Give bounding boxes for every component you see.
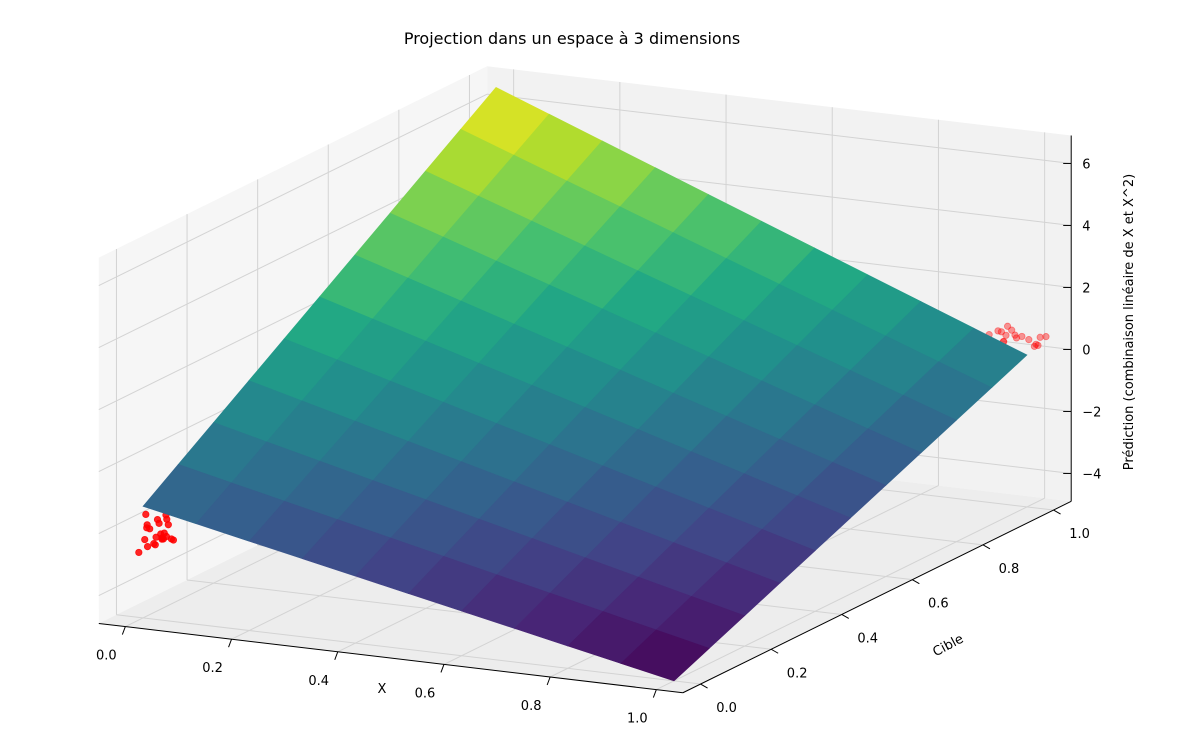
back-gridline-z xyxy=(487,93,1072,164)
floor-gridline-y xyxy=(116,614,701,685)
surface-cell xyxy=(620,629,710,682)
scatter-point xyxy=(1002,331,1010,339)
scatter-point xyxy=(1034,341,1042,350)
scatter-point xyxy=(1018,332,1026,341)
scatter-point xyxy=(141,535,149,544)
scatter-point xyxy=(150,540,158,548)
scatter-point xyxy=(1042,333,1050,341)
x-tick-mark xyxy=(121,626,126,635)
scatter-point xyxy=(153,515,162,524)
scatter-point xyxy=(994,327,1002,335)
z-tick-label: 2 xyxy=(1082,281,1090,296)
z-tick-label: 4 xyxy=(1082,219,1090,234)
scatter-point xyxy=(1011,331,1019,339)
y-tick-label: 0.8 xyxy=(999,562,1020,577)
scatter-point xyxy=(152,533,160,541)
y-tick-label: 1.0 xyxy=(1069,527,1090,542)
scatter-point xyxy=(160,529,168,537)
scatter-point xyxy=(1030,342,1039,350)
scatter-point xyxy=(1036,333,1044,341)
x-tick-mark xyxy=(334,651,339,660)
x-tick-mark xyxy=(652,689,657,698)
chart-title: Projection dans un espace à 3 dimensions xyxy=(404,29,740,48)
floor-gridline-x xyxy=(656,497,1045,691)
x-tick-label: 0.8 xyxy=(521,699,542,714)
left-gridline-z xyxy=(98,93,488,286)
x-tick-label: 0.0 xyxy=(96,649,117,664)
scatter-points xyxy=(135,322,1050,557)
x-tick-mark xyxy=(546,676,551,686)
y-tick-mark xyxy=(770,648,779,654)
z-tick-label: −2 xyxy=(1082,405,1101,420)
axes: 0.0 0.2 0.4 0.6 0.8 1.0 0.0 0.2 0.4 0.6 0.8 1.0 −4 −2… xyxy=(96,135,1101,727)
scatter-point xyxy=(163,515,171,523)
x-tick-label: 0.6 xyxy=(415,686,436,701)
y-tick-label: 0.6 xyxy=(928,597,949,612)
x-tick-label: 0.4 xyxy=(308,674,329,689)
scatter-point xyxy=(143,543,152,551)
x-axis-label: X xyxy=(378,682,387,697)
x-tick-label: 1.0 xyxy=(627,712,648,727)
scatter-point xyxy=(1012,334,1021,342)
scatter-point xyxy=(143,524,151,532)
z-tick-label: 0 xyxy=(1082,343,1090,358)
y-tick-label: 0.4 xyxy=(857,631,878,646)
scatter-point xyxy=(1025,336,1033,344)
z-tick-label: −4 xyxy=(1082,467,1101,482)
z-tick-label: 6 xyxy=(1082,157,1090,172)
scatter-point xyxy=(142,510,150,518)
scatter-point xyxy=(135,548,143,557)
y-tick-mark xyxy=(1053,509,1061,515)
y-axis-line xyxy=(682,500,1072,694)
x-axis-line xyxy=(98,622,683,694)
y-tick-mark xyxy=(982,544,991,550)
y-tick-mark xyxy=(841,614,849,619)
scatter-point xyxy=(997,328,1005,336)
y-tick-label: 0.2 xyxy=(787,666,808,681)
scatter-point xyxy=(1008,326,1016,334)
y-axis-label: Cible xyxy=(930,632,966,661)
y-tick-mark xyxy=(912,579,920,585)
x-tick-mark xyxy=(440,664,445,673)
surface xyxy=(142,87,1028,682)
z-axis-label: Prédiction (combinaison linéaire de X et… xyxy=(1122,174,1137,470)
scatter-point xyxy=(1003,322,1012,330)
y-tick-mark xyxy=(700,683,708,689)
y-tick-label: 0.0 xyxy=(716,701,737,716)
x-tick-mark xyxy=(228,639,233,648)
x-tick-label: 0.2 xyxy=(202,661,223,676)
scatter-point xyxy=(1032,340,1040,348)
